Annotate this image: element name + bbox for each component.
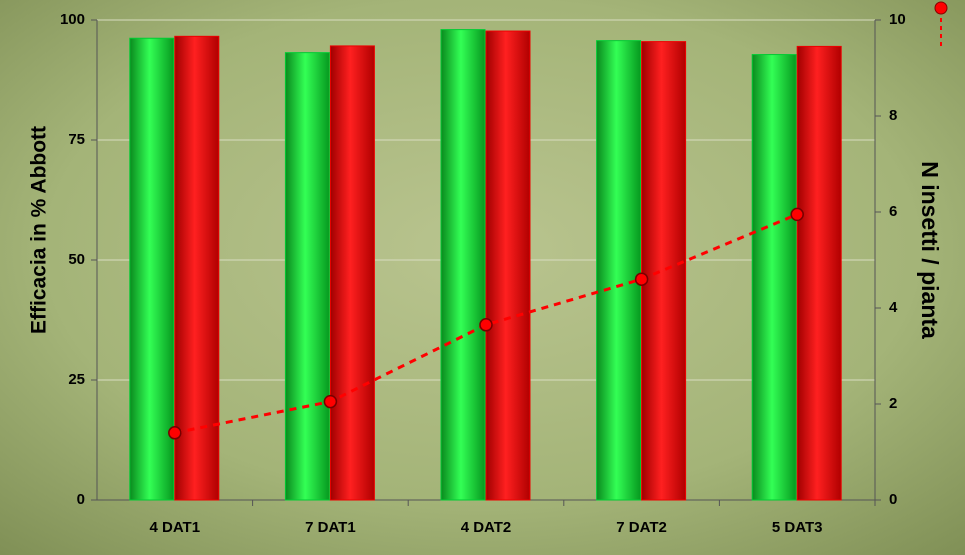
y-axis-title: Efficacia in % Abbott	[28, 126, 51, 334]
point	[790, 207, 804, 222]
y-tick-label: 75	[68, 131, 85, 148]
y-tick-label: 100	[60, 11, 85, 28]
bar	[129, 37, 175, 501]
y2-tick-label: 0	[889, 491, 897, 508]
bar	[641, 41, 687, 501]
line	[174, 213, 798, 435]
y2-tick-label: 8	[889, 107, 897, 124]
bar	[440, 29, 486, 501]
y2-tick-label: 6	[889, 203, 897, 220]
bar	[596, 40, 642, 501]
x-tick-label: 4 DAT2	[461, 519, 512, 536]
y2-tick-label: 2	[889, 395, 897, 412]
x-tick-label: 7 DAT2	[616, 519, 667, 536]
y2-tick-label: 4	[889, 299, 898, 316]
bar	[174, 35, 220, 501]
point	[634, 272, 649, 286]
bar	[796, 45, 842, 501]
point	[168, 426, 182, 440]
x-tick-label: 5 DAT3	[772, 519, 823, 536]
point	[323, 394, 338, 409]
bar	[751, 54, 797, 501]
y-tick-label: 50	[68, 251, 85, 268]
legend	[934, 1, 948, 48]
y2-axis-title: N insetti / pianta	[917, 161, 943, 339]
bar	[284, 52, 330, 501]
y-tick-label: 0	[77, 491, 85, 508]
point	[479, 318, 493, 332]
x-tick-label: 4 DAT1	[150, 519, 201, 536]
bar	[329, 45, 375, 501]
y-tick-label: 25	[68, 371, 85, 388]
bar	[485, 30, 531, 501]
x-tick-label: 7 DAT1	[305, 519, 356, 536]
legend-marker	[934, 1, 948, 15]
y2-tick-label: 10	[889, 11, 906, 28]
